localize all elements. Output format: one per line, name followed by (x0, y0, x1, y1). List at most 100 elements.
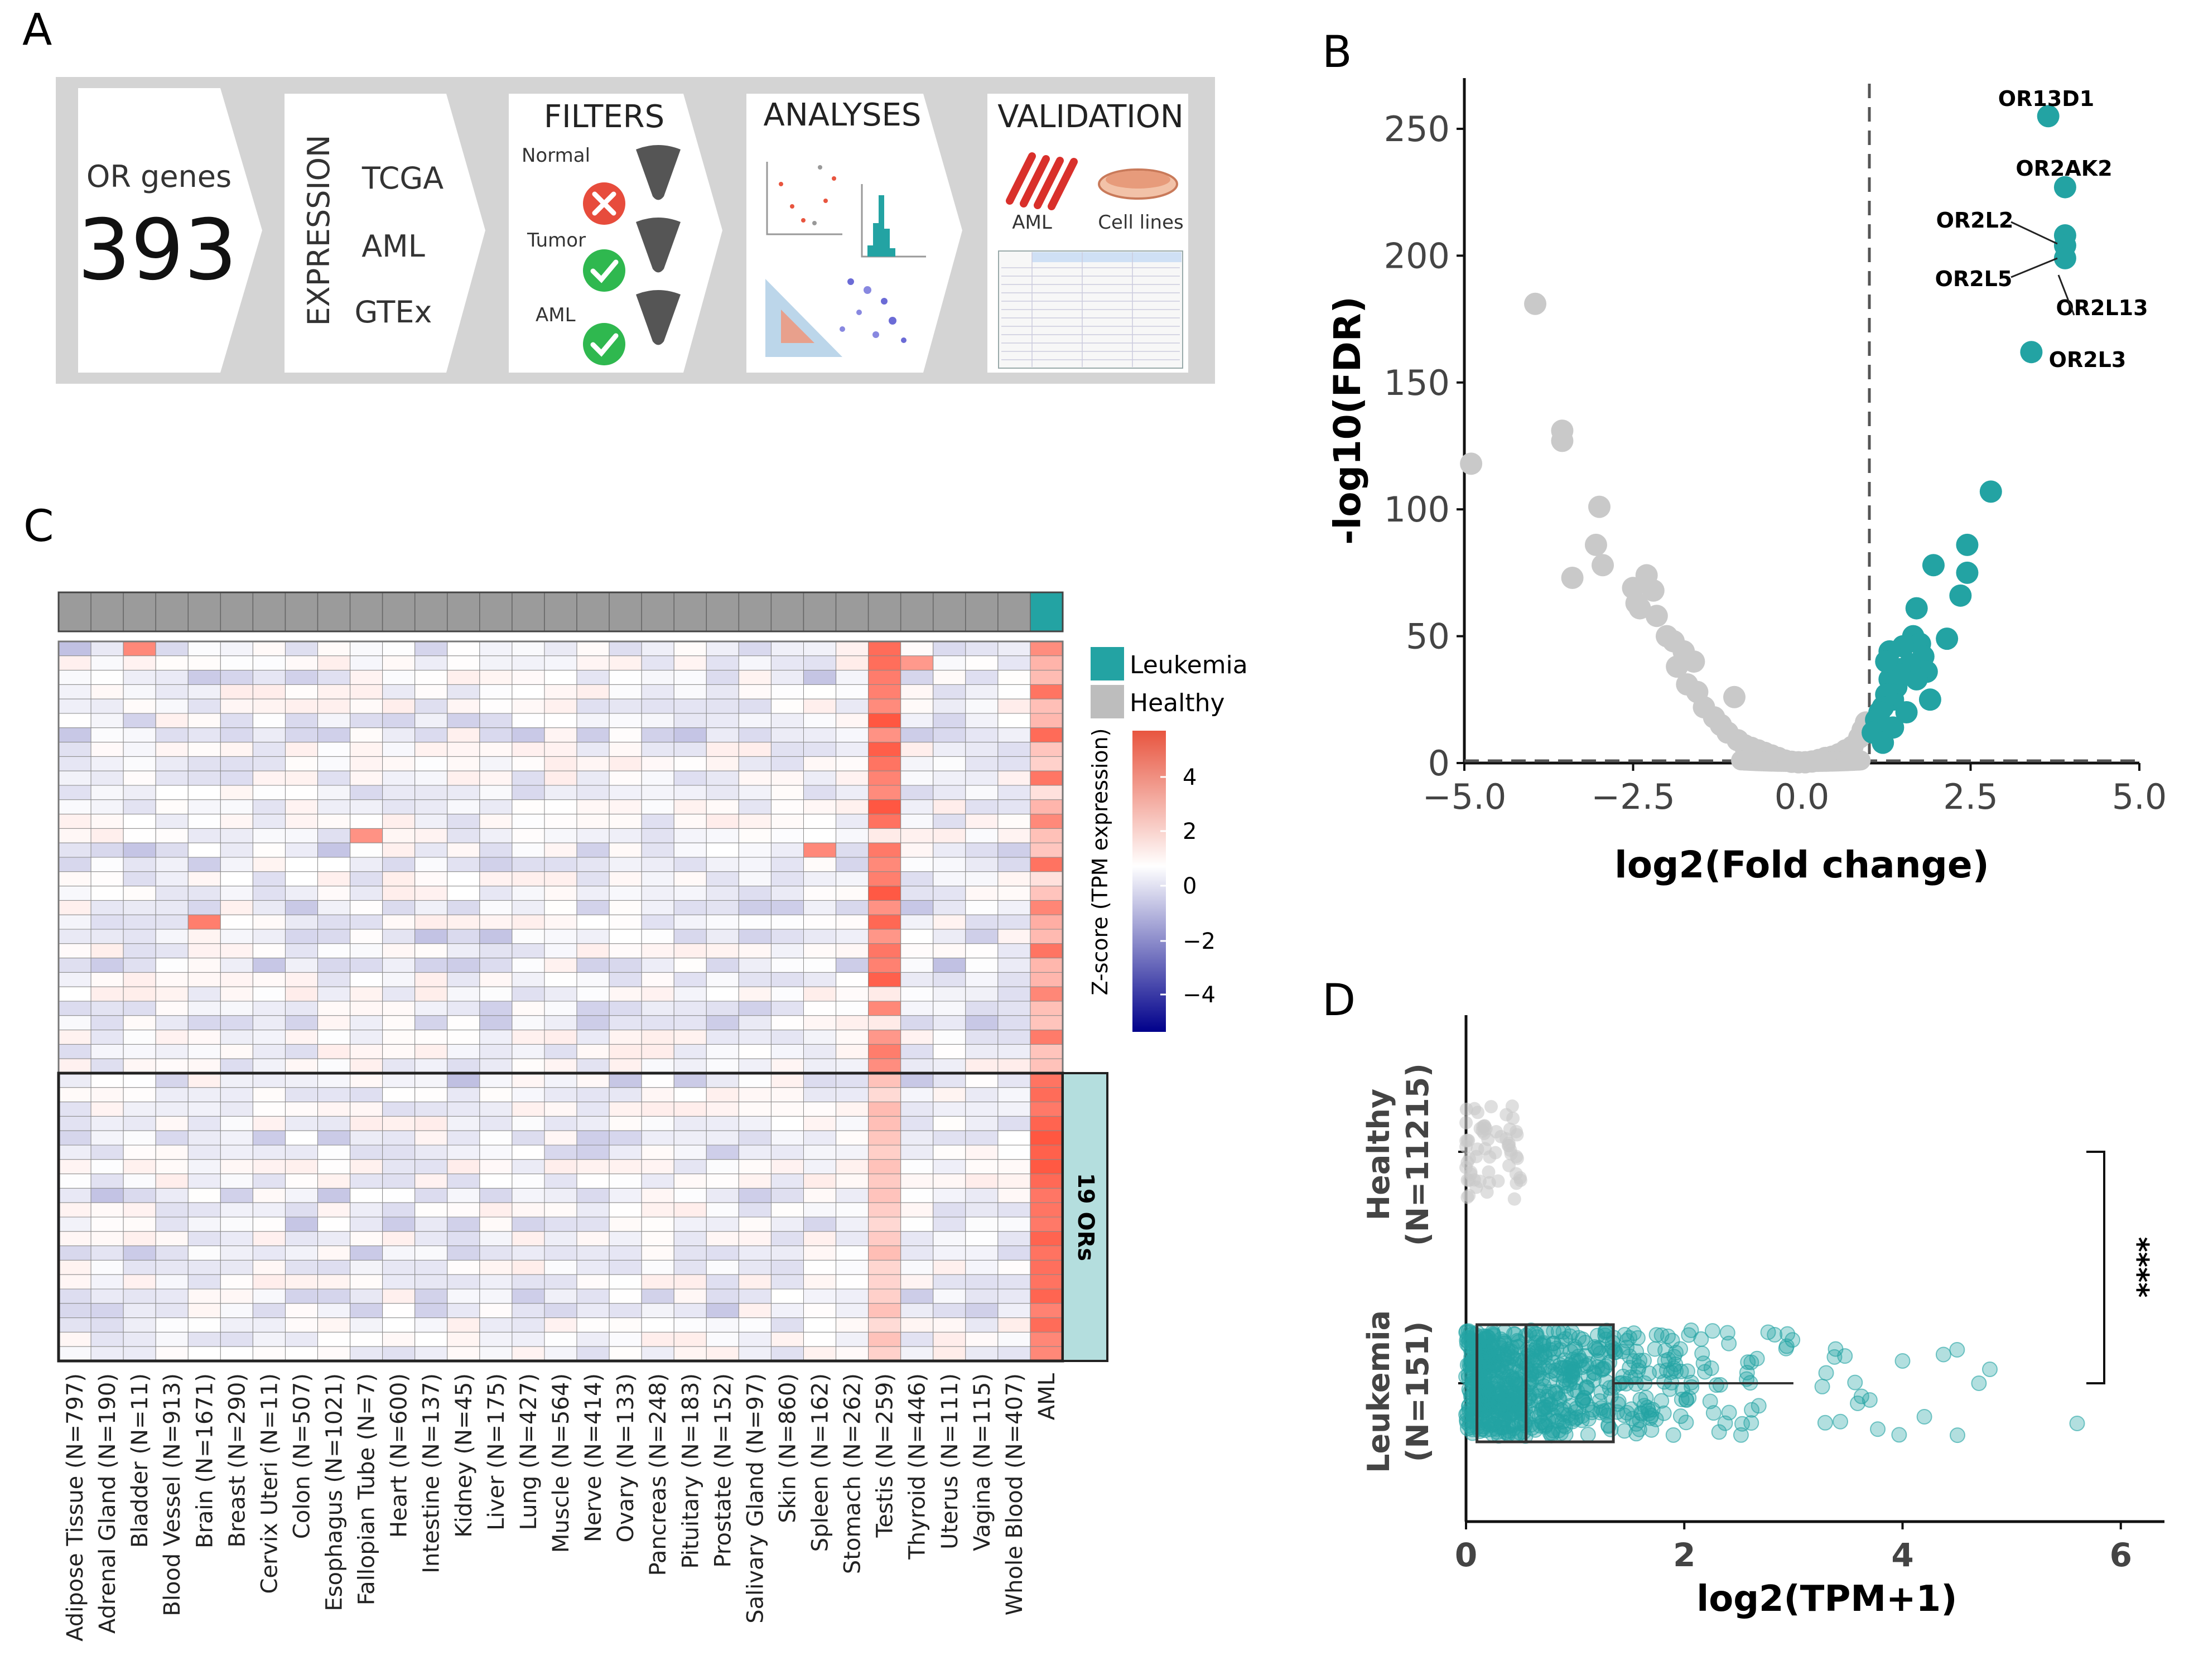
heatmap-cell (350, 756, 383, 771)
heatmap-cell (285, 727, 319, 743)
heatmap-cell (317, 1317, 351, 1333)
heatmap-cell (252, 986, 286, 1002)
heatmap-cell (123, 1116, 156, 1131)
healthy-point (1460, 1133, 1474, 1147)
heatmap-cell (317, 670, 351, 685)
heatmap-cell (641, 1245, 674, 1261)
heatmap-cell (868, 1073, 901, 1088)
column-label: Ovary (N=133) (613, 1373, 639, 1543)
heatmap-cell (738, 814, 772, 829)
heatmap-cell (58, 1058, 91, 1074)
heatmap-cell (609, 972, 642, 987)
heatmap-cell (544, 842, 577, 858)
heatmap-cell (187, 641, 221, 656)
heatmap-cell (836, 1274, 869, 1290)
heatmap-cell (900, 886, 934, 901)
heatmap-cell (576, 1346, 610, 1362)
heatmap-cell (544, 1087, 577, 1103)
heatmap-cell (187, 1030, 221, 1045)
heatmap-cell (933, 914, 966, 930)
heatmap-cell (900, 1116, 934, 1131)
heatmap-cell (900, 655, 934, 671)
heatmap-cell (641, 914, 674, 930)
heatmap-cell (544, 900, 577, 915)
heatmap-cell (868, 1174, 901, 1189)
nonsignificant-point (1682, 650, 1705, 673)
heatmap-cell (123, 1102, 156, 1117)
heatmap-cell (414, 857, 448, 872)
heatmap-cell (285, 886, 319, 901)
heatmap-cell (641, 958, 674, 973)
heatmap-cell (706, 799, 739, 815)
column-annotation-cell (123, 592, 156, 632)
heatmap-cell (187, 756, 221, 771)
heatmap-cell (414, 1058, 448, 1074)
y-tick-label: 250 (1384, 109, 1450, 149)
heatmap-cell (252, 857, 286, 872)
heatmap-cell (187, 1288, 221, 1304)
heatmap-cell (447, 727, 480, 743)
heatmap-cell (382, 871, 416, 887)
heatmap-cell (220, 1030, 253, 1045)
column-annotation-cell (803, 592, 837, 632)
leukemia-point (1486, 1327, 1502, 1343)
heatmap-cell (868, 1102, 901, 1117)
heatmap-cell (576, 698, 610, 714)
heatmap-cell (997, 1102, 1031, 1117)
heatmap-cell (350, 727, 383, 743)
heatmap-cell (900, 1202, 934, 1218)
heatmap-cell (252, 842, 286, 858)
heatmap-cell (382, 713, 416, 728)
heatmap-cell (868, 1231, 901, 1247)
heatmap-cell (706, 1274, 739, 1290)
heatmap-cell (738, 929, 772, 944)
heatmap-cell (933, 641, 966, 656)
heatmap-cell (965, 1087, 999, 1103)
heatmap-cell (1030, 842, 1063, 858)
heatmap-cell (673, 1015, 707, 1031)
heatmap-cell (609, 842, 642, 858)
heatmap-cell (350, 1116, 383, 1131)
heatmap-cell (609, 799, 642, 815)
heatmap-cell (58, 684, 91, 699)
heatmap-cell (933, 742, 966, 757)
heatmap-cell (803, 871, 837, 887)
heatmap-cell (350, 972, 383, 987)
heatmap-cell (738, 799, 772, 815)
heatmap-cell (350, 799, 383, 815)
heatmap-cell (803, 929, 837, 944)
heatmap-cell (641, 1116, 674, 1131)
filter-normal-label: Normal (522, 144, 590, 167)
heatmap-cell (803, 655, 837, 671)
heatmap-cell (965, 958, 999, 973)
y-tick-label: 150 (1384, 363, 1450, 403)
heatmap-cell (706, 1231, 739, 1247)
leukemia-point (1733, 1427, 1749, 1443)
heatmap-cell (90, 756, 124, 771)
heatmap-cell (382, 1303, 416, 1319)
check-icon (583, 323, 625, 365)
heatmap-cell (965, 1274, 999, 1290)
heatmap-cell (350, 684, 383, 699)
mini-correlation-icon (765, 278, 907, 357)
heatmap-cell (252, 929, 286, 944)
heatmap-cell (220, 698, 253, 714)
heatmap-cell (252, 727, 286, 743)
heatmap-cell (544, 914, 577, 930)
x-tick-label: −2.5 (1591, 776, 1675, 817)
heatmap-cell (803, 1130, 837, 1146)
heatmap-cell (965, 785, 999, 800)
heatmap-cell (868, 1274, 901, 1290)
heatmap-cell (252, 641, 286, 656)
heatmap-cell (447, 785, 480, 800)
heatmap-cell (770, 1303, 804, 1319)
heatmap-cell (220, 1174, 253, 1189)
heatmap-cell (738, 1245, 772, 1261)
heatmap-cell (317, 641, 351, 656)
heatmap-cell (350, 1130, 383, 1146)
heatmap-cell (479, 756, 513, 771)
heatmap-cell (123, 1202, 156, 1218)
heatmap-cell (155, 1231, 189, 1247)
heatmap-cell (187, 684, 221, 699)
heatmap-cell (155, 929, 189, 944)
